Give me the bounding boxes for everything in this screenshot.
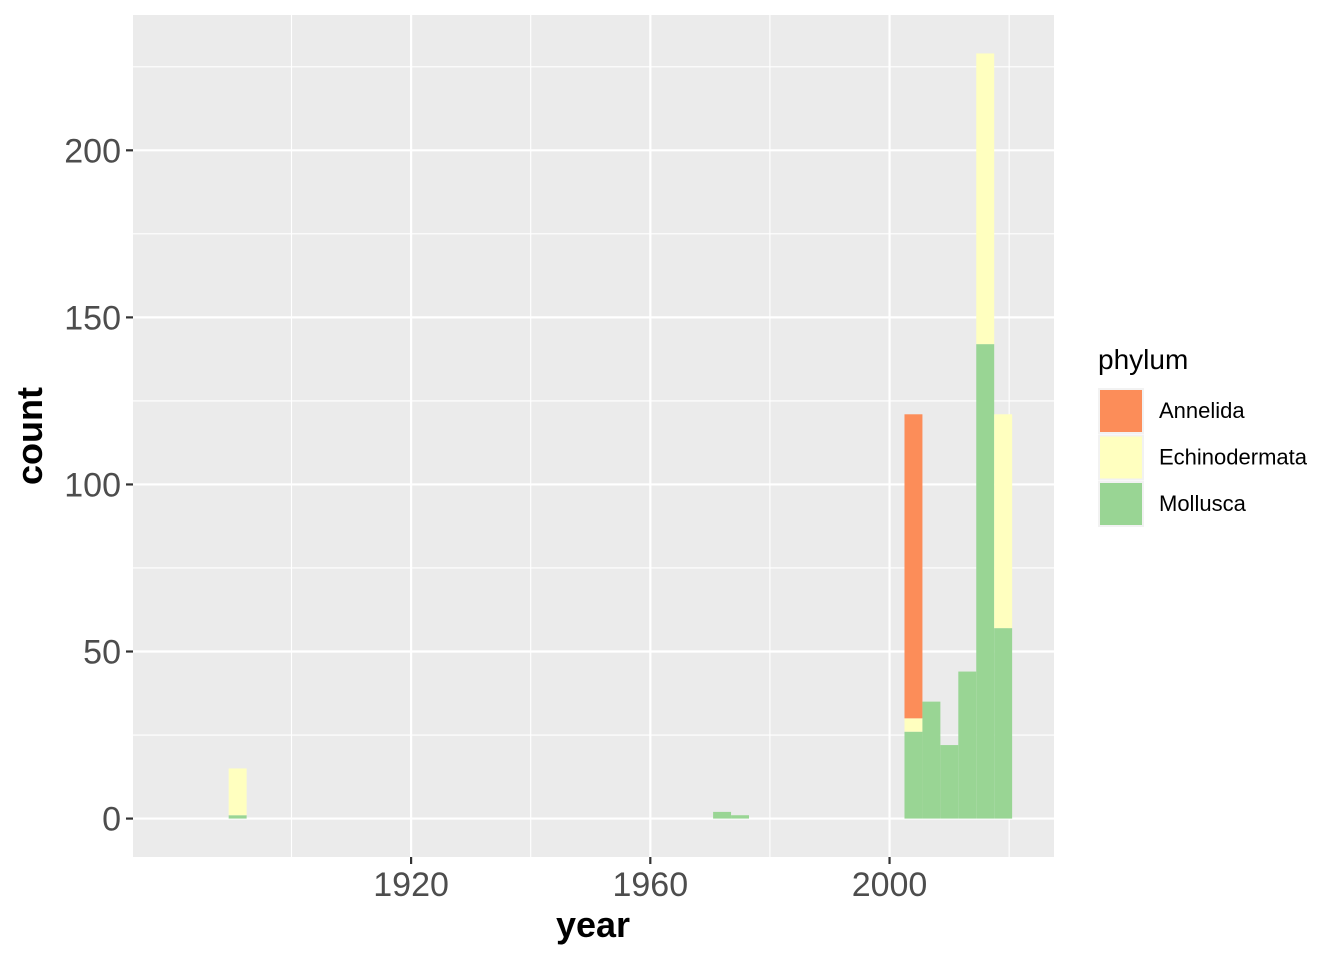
bar-mollusca-2019 xyxy=(994,628,1013,819)
legend: phylum Annelida Echinodermata Mollusca xyxy=(1098,344,1308,527)
legend-items: Annelida Echinodermata Mollusca xyxy=(1098,388,1308,527)
x-axis-title: year xyxy=(556,904,630,945)
bar-mollusca-2007 xyxy=(922,701,941,819)
plot-panel xyxy=(133,15,1054,857)
bar-annelida-2004 xyxy=(904,414,923,719)
bar-echinodermata-1891 xyxy=(228,768,247,816)
y-axis-title: count xyxy=(9,387,50,485)
bar-echinodermata-2004 xyxy=(904,718,923,732)
bar-mollusca-2013 xyxy=(958,671,977,819)
bars-group xyxy=(228,53,1013,819)
legend-title: phylum xyxy=(1098,344,1188,375)
bar-mollusca-1975 xyxy=(731,815,749,819)
legend-swatch-mollusca xyxy=(1100,483,1142,525)
bar-echinodermata-2016 xyxy=(976,53,995,345)
x-tick-label: 2000 xyxy=(852,866,928,904)
minor-gridlines xyxy=(133,15,1054,857)
bar-mollusca-1891 xyxy=(228,815,247,819)
y-tick-label: 100 xyxy=(64,466,121,504)
bar-mollusca-2016 xyxy=(976,344,995,819)
legend-label-annelida: Annelida xyxy=(1159,398,1245,423)
x-tick-label: 1920 xyxy=(373,866,449,904)
x-tick-label: 1960 xyxy=(612,866,688,904)
major-gridlines xyxy=(133,15,1054,857)
y-axis: 0 50 100 150 200 xyxy=(64,132,133,839)
y-tick-label: 200 xyxy=(64,132,121,170)
legend-swatch-annelida xyxy=(1100,390,1142,432)
y-tick-label: 150 xyxy=(64,299,121,337)
bar-mollusca-2004 xyxy=(904,731,923,819)
x-axis: 1920 1960 2000 xyxy=(373,857,927,904)
bar-mollusca-1972 xyxy=(713,811,732,819)
y-tick-label: 0 xyxy=(102,801,121,839)
legend-label-echinodermata: Echinodermata xyxy=(1159,445,1308,470)
legend-swatch-echinodermata xyxy=(1100,436,1142,479)
y-tick-label: 50 xyxy=(83,634,121,672)
bar-mollusca-2010 xyxy=(940,745,959,819)
bar-echinodermata-2019 xyxy=(994,414,1013,629)
legend-label-mollusca: Mollusca xyxy=(1159,491,1247,516)
